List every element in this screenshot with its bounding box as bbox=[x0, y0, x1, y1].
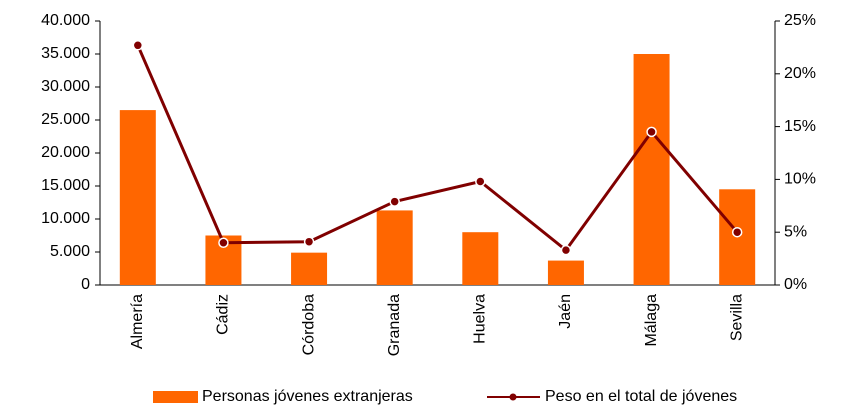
x-tick-label: Huelva bbox=[472, 294, 489, 344]
line-point bbox=[218, 237, 229, 249]
bar bbox=[119, 110, 156, 285]
line-point bbox=[560, 244, 572, 256]
y2-tick-label: 0% bbox=[784, 276, 807, 293]
line-point bbox=[475, 176, 486, 187]
line-point bbox=[646, 126, 657, 138]
y-tick-label: 35.000 bbox=[41, 45, 90, 62]
y-tick-label: 0 bbox=[81, 276, 90, 293]
legend-swatch-point bbox=[509, 393, 517, 401]
y-tick-label: 10.000 bbox=[41, 210, 90, 227]
x-tick-label: Almería bbox=[129, 294, 146, 349]
bar bbox=[547, 260, 584, 285]
line-point bbox=[731, 226, 743, 238]
x-tick-label: Sevilla bbox=[728, 294, 745, 341]
bar bbox=[376, 210, 413, 285]
x-tick-label: Córdoba bbox=[300, 294, 317, 355]
x-tick-label: Jaén bbox=[557, 294, 574, 329]
legend-swatch bbox=[153, 391, 198, 403]
x-tick-label: Málaga bbox=[643, 294, 660, 347]
bar bbox=[291, 252, 328, 285]
y-tick-label: 30.000 bbox=[41, 78, 90, 95]
legend-label: Personas jóvenes extranjeras bbox=[202, 388, 413, 405]
y-tick-label: 40.000 bbox=[41, 12, 90, 29]
y-tick-label: 20.000 bbox=[41, 144, 90, 161]
y2-tick-label: 5% bbox=[784, 223, 807, 240]
legend-label: Peso en el total de jóvenes bbox=[545, 388, 737, 405]
x-tick-label: Granada bbox=[386, 294, 403, 356]
bar bbox=[633, 54, 670, 285]
y-tick-label: 25.000 bbox=[41, 111, 90, 128]
bar bbox=[462, 232, 499, 285]
line bbox=[136, 44, 739, 253]
line-point bbox=[389, 196, 400, 207]
line-point bbox=[132, 40, 144, 51]
y-tick-label: 5.000 bbox=[50, 243, 90, 260]
y2-tick-label: 15% bbox=[784, 118, 816, 135]
x-tick-label: Cádiz bbox=[215, 294, 232, 335]
y2-tick-label: 10% bbox=[784, 171, 816, 188]
y2-tick-label: 25% bbox=[784, 12, 816, 29]
line-point bbox=[303, 236, 315, 247]
y-tick-label: 15.000 bbox=[41, 177, 90, 194]
y2-tick-label: 20% bbox=[784, 65, 816, 82]
